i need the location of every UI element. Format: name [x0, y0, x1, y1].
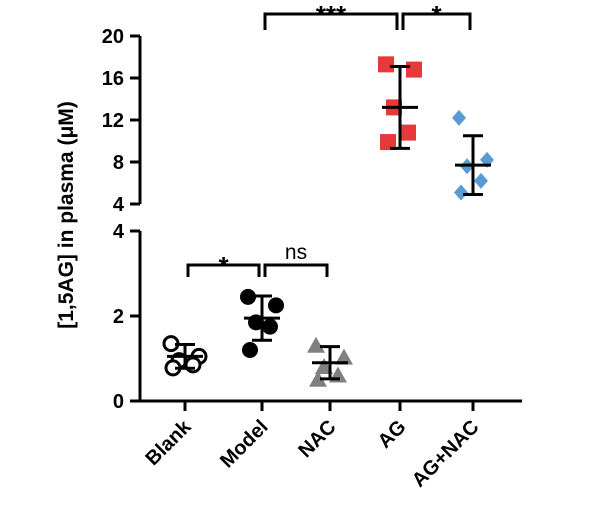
data-point: [380, 134, 396, 151]
data-point: [242, 342, 258, 358]
y-tick-label: 16: [102, 68, 124, 90]
significance-bracket: [401, 12, 472, 30]
significance-label: ns: [285, 241, 307, 264]
y-tick-label: 4: [113, 194, 125, 216]
significance-bracket: [263, 12, 399, 30]
data-point: [400, 124, 416, 141]
y-tick-label: 2: [113, 306, 124, 328]
x-tick-label: AG+NAC: [408, 416, 484, 492]
x-tick-label: NAC: [294, 416, 340, 462]
significance-label: *: [218, 251, 229, 281]
data-point: [378, 56, 394, 73]
data-point: [268, 297, 284, 314]
significance-label: *: [431, 0, 442, 30]
significance-bracket: [263, 263, 329, 277]
significance-label: ***: [316, 0, 347, 30]
significance-annotations: *** ** ns: [186, 0, 472, 281]
y-tick-label: 8: [113, 152, 124, 174]
y-tick-label: 0: [113, 391, 124, 413]
data-point: [454, 184, 468, 201]
data-point: [309, 370, 327, 387]
data-point: [452, 109, 466, 126]
x-tick-label: Blank: [141, 415, 196, 470]
y-tick-label: 12: [102, 110, 124, 132]
data-point: [406, 61, 422, 78]
data-point: [240, 288, 256, 305]
significance-bracket: [186, 263, 261, 277]
data-point: [262, 318, 278, 335]
data-point: [474, 172, 488, 189]
y-tick-label: 4: [113, 221, 125, 243]
y-tick-label: 20: [102, 26, 124, 48]
y-axis-label: [1,5AG] in plasma (μM): [55, 101, 78, 329]
x-tick-label: AG: [374, 416, 411, 453]
data-point: [307, 336, 325, 353]
x-tick-label: Model: [216, 416, 272, 472]
data-point: [335, 348, 353, 365]
data-marks: [162, 56, 494, 387]
